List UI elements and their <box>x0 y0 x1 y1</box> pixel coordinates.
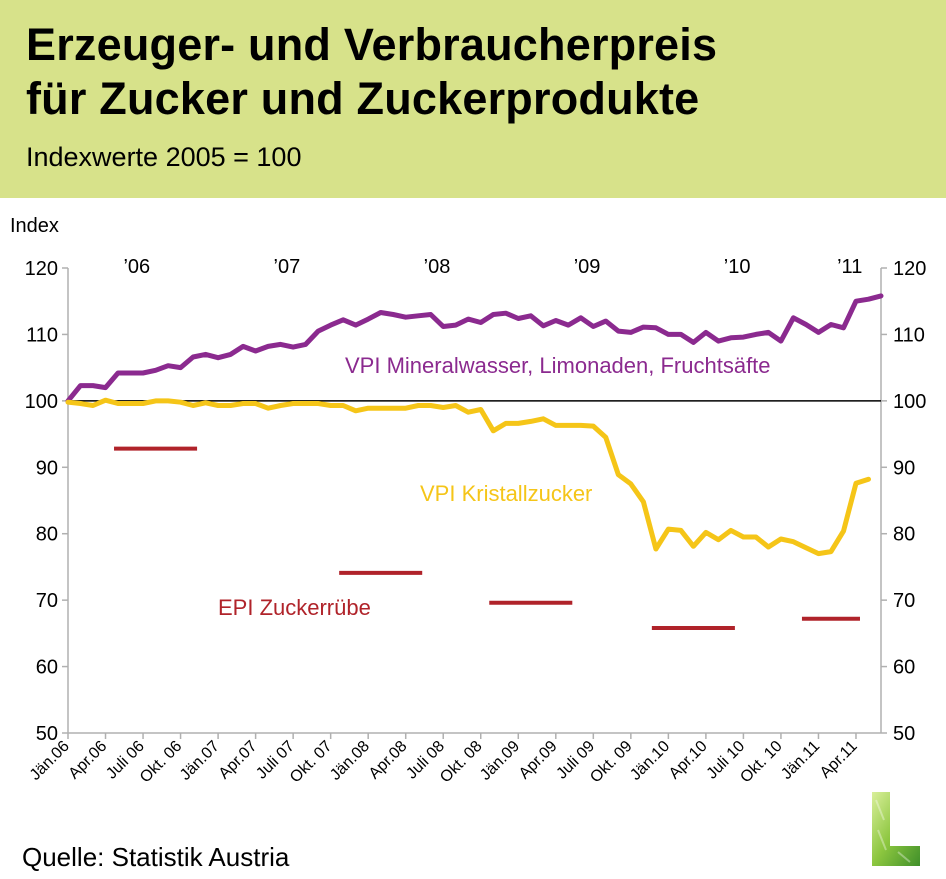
chart-subtitle: Indexwerte 2005 = 100 <box>26 142 302 172</box>
y-tick-label-right: 80 <box>893 524 915 546</box>
y-tick-label-left: 100 <box>25 391 58 413</box>
year-label: ’10 <box>724 256 751 278</box>
x-tick-label: Jän.09 <box>477 738 523 784</box>
series-line-kristallzucker <box>65 397 871 557</box>
y-tick-label-right: 90 <box>893 457 915 479</box>
x-tick-label: Jän.10 <box>627 738 673 784</box>
x-tick-label: Apr.11 <box>817 738 861 782</box>
x-tick-label: Apr.06 <box>66 738 111 783</box>
year-label: ’08 <box>424 256 451 278</box>
annotation-kristallzucker: VPI Kristallzucker <box>420 481 592 506</box>
annotation-zuckerruebe: EPI Zuckerrübe <box>218 595 371 620</box>
x-tick-label: Jän.07 <box>177 738 223 784</box>
y-tick-label-left: 60 <box>36 657 58 679</box>
x-tick-label: Okt. 08 <box>437 738 486 787</box>
annotation-mineralwasser: VPI Mineralwasser, Limonaden, Fruchtsäft… <box>345 353 771 378</box>
y-tick-label-right: 70 <box>893 590 915 612</box>
y-tick-label-right: 110 <box>893 324 925 346</box>
year-label: ’09 <box>574 256 601 278</box>
y-tick-label-left: 50 <box>36 723 58 745</box>
x-tick-label: Okt. 07 <box>287 738 336 787</box>
x-tick-label: Apr.07 <box>216 738 261 783</box>
y-tick-label-left: 110 <box>26 324 58 346</box>
y-tick-label-right: 120 <box>893 258 926 280</box>
y-tick-label-left: 80 <box>36 524 58 546</box>
title-banner: Erzeuger- und Verbraucherpreis für Zucke… <box>0 0 946 198</box>
x-tick-label: Okt. 10 <box>737 738 786 787</box>
chart-title: Erzeuger- und Verbraucherpreis für Zucke… <box>26 18 717 126</box>
title-line-1: Erzeuger- und Verbraucherpreis <box>26 19 718 70</box>
x-tick-label: Okt. 06 <box>137 738 186 787</box>
y-axis-label: Index <box>10 215 59 237</box>
source-note: Quelle: Statistik Austria <box>22 842 290 872</box>
y-tick-label-left: 90 <box>36 457 58 479</box>
year-label: ’11 <box>837 256 862 278</box>
y-tick-label-left: 120 <box>25 258 58 280</box>
y-tick-label-right: 100 <box>893 391 926 413</box>
year-label: ’06 <box>123 256 150 278</box>
title-line-2: für Zucker und Zuckerprodukte <box>26 73 700 124</box>
y-tick-label-right: 60 <box>893 657 915 679</box>
y-tick-label-left: 70 <box>36 590 58 612</box>
y-tick-label-right: 50 <box>893 723 915 745</box>
line-chart: Index 50 50 60 60 70 70 80 80 90 90 100 100 110 110 120… <box>10 215 926 787</box>
x-tick-label: Jän.11 <box>778 738 823 783</box>
x-tick-label: Apr.09 <box>516 738 561 783</box>
leaf-logo-icon <box>872 792 920 866</box>
x-tick-label: Apr.10 <box>666 738 711 783</box>
x-tick-label: Okt. 09 <box>587 738 636 787</box>
year-label: ’07 <box>274 256 301 278</box>
series-line-mineralwasser <box>65 293 884 404</box>
x-tick-label: Apr.08 <box>366 738 411 783</box>
x-tick-label: Jän.08 <box>327 738 373 784</box>
